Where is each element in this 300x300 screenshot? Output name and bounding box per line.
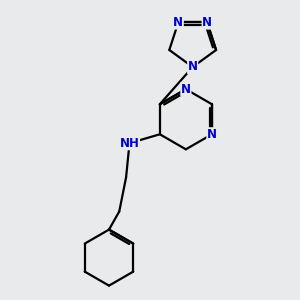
Text: N: N [173,16,183,29]
Text: N: N [202,16,212,29]
Text: N: N [207,128,217,141]
Text: NH: NH [120,137,140,150]
Text: N: N [181,83,191,96]
Text: N: N [188,61,198,74]
